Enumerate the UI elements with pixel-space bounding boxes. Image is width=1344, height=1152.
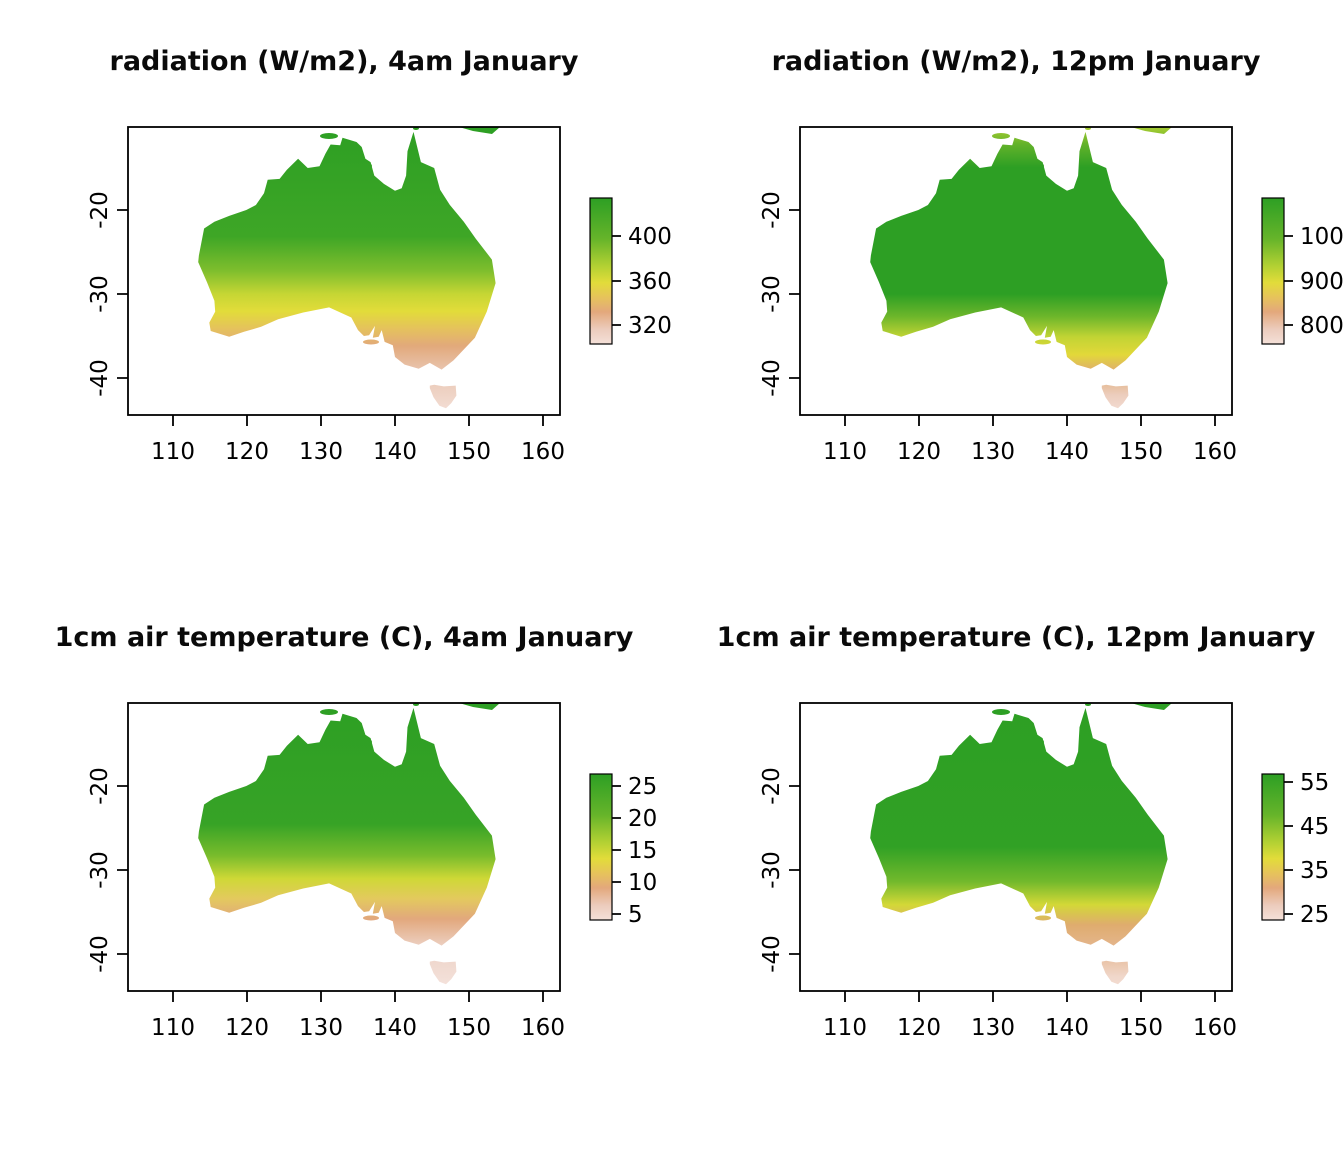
x-tick-label: 120: [897, 439, 941, 465]
x-tick-label: 160: [1193, 439, 1237, 465]
legend-tick-label: 10: [628, 870, 657, 896]
x-axis-ticks: [172, 415, 544, 426]
y-axis-ticks: [117, 785, 128, 955]
x-tick-label: 130: [971, 439, 1015, 465]
x-tick-label: 140: [1045, 439, 1089, 465]
x-tick-label: 150: [447, 439, 491, 465]
x-tick-label: 130: [971, 1015, 1015, 1041]
x-tick-label: 150: [1119, 439, 1163, 465]
legend-tick-label: 5: [628, 902, 643, 928]
australia-map: [870, 131, 1168, 370]
map-plot-radiation-4am: 110 120 130 140 150 160 -20 -30 -40 400 …: [87, 126, 672, 465]
y-tick-label: -20: [87, 767, 113, 805]
legend-ticks: [1284, 235, 1293, 326]
y-tick-label: -30: [87, 851, 113, 889]
legend-tick-label: 1000: [1300, 224, 1344, 250]
x-tick-label: 160: [1193, 1015, 1237, 1041]
legend-ticks: [1284, 781, 1293, 915]
x-tick-label: 110: [823, 1015, 867, 1041]
plot-frame: [127, 702, 561, 992]
y-tick-label: -20: [759, 191, 785, 229]
plot-frame: [799, 702, 1233, 992]
x-tick-label: 110: [151, 1015, 195, 1041]
y-axis-ticks: [789, 209, 800, 379]
tasmania-map: [429, 960, 457, 985]
legend-tick-label: 20: [628, 806, 657, 832]
panel-radiation-4am: radiation (W/m2), 4am January 110 120 13…: [0, 0, 672, 576]
legend-tick-label: 400: [628, 224, 672, 250]
x-tick-label: 130: [299, 1015, 343, 1041]
plot-title: radiation (W/m2), 12pm January: [771, 46, 1261, 77]
x-axis-ticks: [844, 991, 1216, 1002]
legend-tick-label: 15: [628, 838, 657, 864]
panel-temperature-4am: 1cm air temperature (C), 4am January 110…: [0, 576, 672, 1152]
australia-map: [198, 707, 496, 946]
y-tick-label: -40: [759, 935, 785, 973]
y-tick-label: -20: [87, 191, 113, 229]
plot-frame: [127, 126, 561, 416]
legend-tick-label: 900: [1300, 269, 1344, 295]
x-tick-label: 120: [225, 439, 269, 465]
x-tick-label: 120: [225, 1015, 269, 1041]
y-axis-ticks: [117, 209, 128, 379]
x-tick-label: 110: [151, 439, 195, 465]
map-plot-radiation-12pm: 110 120 130 140 150 160 -20 -30 -40 1000…: [759, 126, 1344, 465]
plot-frame: [799, 126, 1233, 416]
y-tick-label: -20: [759, 767, 785, 805]
x-tick-label: 140: [373, 439, 417, 465]
panel-radiation-12pm: radiation (W/m2), 12pm January 110 120 1…: [672, 0, 1344, 576]
tasmania-map: [429, 384, 457, 409]
legend-tick-label: 25: [1300, 902, 1329, 928]
legend-bar: [589, 773, 613, 921]
x-tick-label: 140: [373, 1015, 417, 1041]
x-tick-label: 160: [521, 1015, 565, 1041]
x-tick-label: 120: [897, 1015, 941, 1041]
tasmania-map: [1101, 384, 1129, 409]
legend-bar: [589, 197, 613, 345]
x-tick-label: 110: [823, 439, 867, 465]
legend-bar: [1261, 773, 1285, 921]
y-tick-label: -40: [759, 359, 785, 397]
x-tick-label: 150: [447, 1015, 491, 1041]
legend-bar: [1261, 197, 1285, 345]
map-plot-temperature-12pm: 110 120 130 140 150 160 -20 -30 -40 55 4…: [759, 702, 1329, 1041]
legend-tick-label: 25: [628, 774, 657, 800]
x-tick-label: 140: [1045, 1015, 1089, 1041]
y-tick-label: -40: [87, 359, 113, 397]
legend-tick-label: 35: [1300, 858, 1329, 884]
x-tick-label: 150: [1119, 1015, 1163, 1041]
x-tick-label: 130: [299, 439, 343, 465]
x-axis-ticks: [172, 991, 544, 1002]
y-tick-label: -30: [759, 275, 785, 313]
legend-tick-label: 45: [1300, 814, 1329, 840]
map-plot-temperature-4am: 110 120 130 140 150 160 -20 -30 -40 25 2…: [87, 702, 657, 1041]
x-tick-label: 160: [521, 439, 565, 465]
plot-title: radiation (W/m2), 4am January: [109, 46, 579, 77]
australia-map: [870, 707, 1168, 946]
tasmania-map: [1101, 960, 1129, 985]
panel-temperature-12pm: 1cm air temperature (C), 12pm January 11…: [672, 576, 1344, 1152]
y-tick-label: -40: [87, 935, 113, 973]
legend-tick-label: 55: [1300, 770, 1329, 796]
plot-title: 1cm air temperature (C), 4am January: [54, 622, 634, 653]
legend-tick-label: 320: [628, 313, 672, 339]
y-tick-label: -30: [87, 275, 113, 313]
legend-ticks: [612, 785, 621, 915]
y-axis-ticks: [789, 785, 800, 955]
y-tick-label: -30: [759, 851, 785, 889]
x-axis-ticks: [844, 415, 1216, 426]
australia-map: [198, 131, 496, 370]
legend-ticks: [612, 235, 621, 326]
plot-title: 1cm air temperature (C), 12pm January: [716, 622, 1316, 653]
legend-tick-label: 360: [628, 269, 672, 295]
legend-tick-label: 800: [1300, 313, 1344, 339]
